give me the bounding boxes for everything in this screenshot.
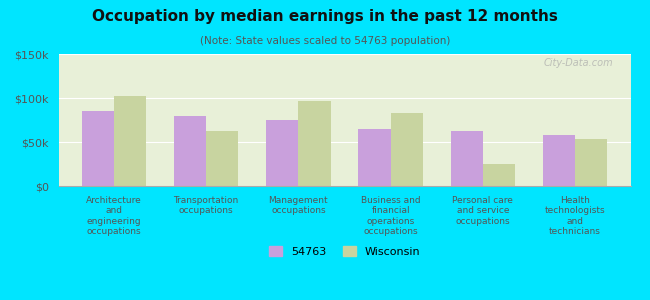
- Bar: [483, 164, 515, 186]
- Bar: [266, 120, 298, 186]
- Text: Occupation by median earnings in the past 12 months: Occupation by median earnings in the pas…: [92, 9, 558, 24]
- Bar: [543, 135, 575, 186]
- Bar: [358, 129, 391, 186]
- Bar: [391, 113, 423, 186]
- Text: City-Data.com: City-Data.com: [543, 58, 614, 68]
- Bar: [81, 111, 114, 186]
- Text: (Note: State values scaled to 54763 population): (Note: State values scaled to 54763 popu…: [200, 36, 450, 46]
- Bar: [206, 130, 239, 186]
- Bar: [114, 96, 146, 186]
- Legend: 54763, Wisconsin: 54763, Wisconsin: [263, 240, 426, 262]
- Bar: [174, 116, 206, 186]
- Bar: [450, 130, 483, 186]
- Bar: [298, 100, 331, 186]
- Bar: [575, 140, 608, 186]
